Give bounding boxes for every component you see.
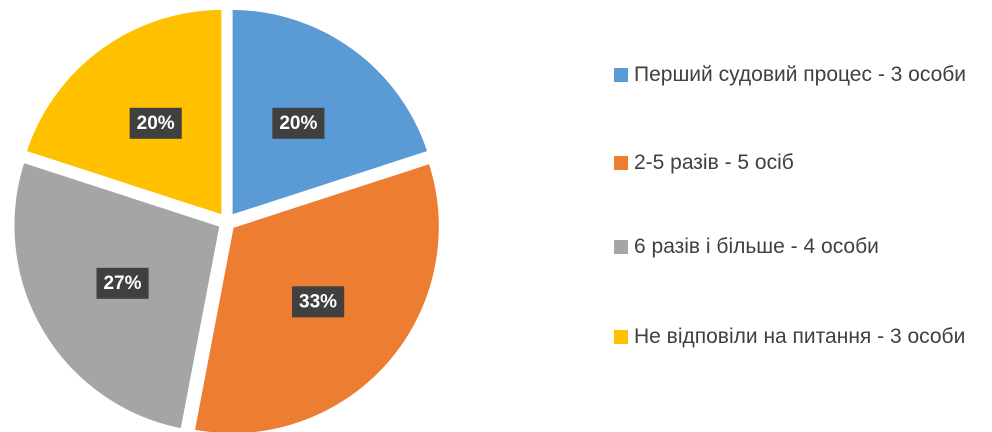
legend-item: Перший судовий процес - 3 особи xyxy=(614,60,969,90)
legend-label: 6 разів і більше - 4 особи xyxy=(634,235,879,258)
legend-item: Не відповіли на питання - 3 особи xyxy=(614,322,969,352)
value-label-box xyxy=(292,286,345,318)
legend-label: Перший судовий процес - 3 особи xyxy=(634,63,967,86)
legend-label: Не відповіли на питання - 3 особи xyxy=(634,325,966,348)
legend-swatch xyxy=(614,68,628,82)
legend-label: 2-5 разів - 5 осіб xyxy=(634,151,794,174)
value-label: 20% xyxy=(279,113,317,134)
legend-item: 6 разів і більше - 4 особи xyxy=(614,232,969,262)
legend-swatch xyxy=(614,330,628,344)
pie-slice xyxy=(229,6,431,219)
legend-item: 2-5 разів - 5 осіб xyxy=(614,148,969,178)
value-label: 27% xyxy=(103,273,141,294)
value-label: 20% xyxy=(137,113,175,134)
value-label-box xyxy=(129,107,182,139)
value-label: 33% xyxy=(299,291,337,312)
legend-swatch xyxy=(614,240,628,254)
value-label-box xyxy=(96,267,149,299)
pie-slice xyxy=(23,6,225,219)
value-label-box xyxy=(272,107,325,139)
legend-swatch xyxy=(614,156,628,170)
